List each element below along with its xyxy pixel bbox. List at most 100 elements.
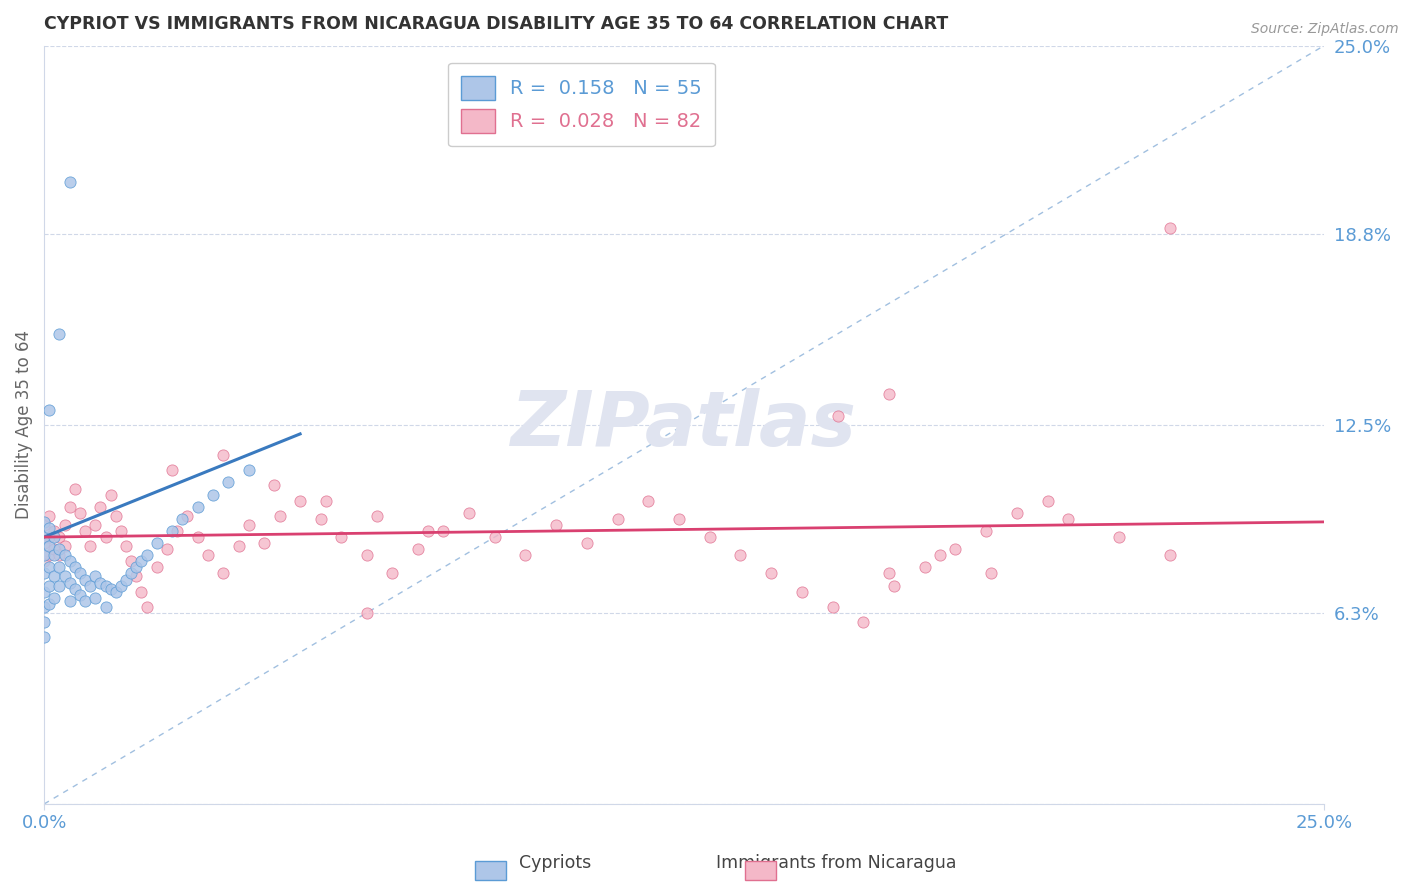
Point [59, 593, 82, 607]
Point [44, 530, 66, 544]
Point [38, 508, 60, 523]
Point [32, 515, 55, 529]
Point [197, 548, 219, 562]
Point [38, 578, 60, 592]
Text: Source: ZipAtlas.com: Source: ZipAtlas.com [1251, 22, 1399, 37]
Point [32, 548, 55, 562]
Point [53, 539, 76, 553]
Point [59, 554, 82, 568]
Point [110, 578, 132, 592]
Point [212, 448, 235, 462]
Point [187, 530, 209, 544]
Point [883, 578, 905, 592]
Point [135, 548, 157, 562]
Point [187, 500, 209, 514]
Point [176, 508, 198, 523]
Point [877, 566, 900, 581]
Point [89, 575, 111, 590]
Point [356, 548, 378, 562]
Point [202, 487, 225, 501]
Point [135, 599, 157, 614]
Point [75, 524, 97, 538]
Point [366, 508, 388, 523]
Point [44, 524, 66, 538]
Point [315, 493, 337, 508]
Point [94, 578, 117, 592]
Point [89, 500, 111, 514]
Point [172, 512, 194, 526]
Point [458, 506, 481, 520]
Point [115, 573, 138, 587]
Point [1005, 506, 1028, 520]
Point [32, 536, 55, 550]
Point [75, 573, 97, 587]
Point [53, 517, 76, 532]
Point [75, 593, 97, 607]
Point [32, 554, 55, 568]
Point [212, 566, 235, 581]
Point [48, 560, 70, 574]
Point [381, 566, 404, 581]
Point [263, 478, 285, 492]
Point [1159, 220, 1181, 235]
Point [38, 539, 60, 553]
Point [94, 599, 117, 614]
Point [115, 539, 138, 553]
Point [637, 493, 659, 508]
Point [38, 597, 60, 611]
Point [94, 530, 117, 544]
Point [69, 566, 91, 581]
Point [145, 560, 167, 574]
Point [53, 548, 76, 562]
Point [228, 539, 250, 553]
Point [104, 508, 127, 523]
Point [48, 542, 70, 557]
Point [125, 569, 148, 583]
Point [759, 566, 782, 581]
Text: Cypriots: Cypriots [519, 855, 592, 872]
Point [238, 463, 260, 477]
Point [432, 524, 454, 538]
Point [32, 517, 55, 532]
Point [484, 530, 506, 544]
Point [546, 517, 568, 532]
Point [160, 463, 183, 477]
Point [790, 584, 813, 599]
Point [730, 548, 752, 562]
Point [606, 512, 628, 526]
Point [48, 530, 70, 544]
Point [38, 548, 60, 562]
Point [44, 569, 66, 583]
Text: ZIPatlas: ZIPatlas [510, 388, 858, 462]
Point [852, 615, 875, 629]
Text: Immigrants from Nicaragua: Immigrants from Nicaragua [716, 855, 957, 872]
Point [104, 584, 127, 599]
Point [48, 548, 70, 562]
Point [38, 560, 60, 574]
Point [84, 591, 107, 605]
Point [63, 482, 86, 496]
Point [38, 402, 60, 417]
Point [668, 512, 690, 526]
Point [69, 588, 91, 602]
Point [1036, 493, 1059, 508]
Text: CYPRIOT VS IMMIGRANTS FROM NICARAGUA DISABILITY AGE 35 TO 64 CORRELATION CHART: CYPRIOT VS IMMIGRANTS FROM NICARAGUA DIS… [44, 15, 949, 33]
Point [515, 548, 537, 562]
Point [100, 487, 122, 501]
Point [827, 409, 849, 423]
Point [120, 554, 142, 568]
Point [79, 539, 101, 553]
Point [575, 536, 598, 550]
Point [84, 569, 107, 583]
Point [79, 578, 101, 592]
Point [32, 566, 55, 581]
Point [53, 569, 76, 583]
Point [356, 606, 378, 620]
Point [416, 524, 439, 538]
Point [120, 566, 142, 581]
Point [63, 560, 86, 574]
Point [125, 560, 148, 574]
Point [1159, 548, 1181, 562]
Point [309, 512, 332, 526]
Point [699, 530, 721, 544]
